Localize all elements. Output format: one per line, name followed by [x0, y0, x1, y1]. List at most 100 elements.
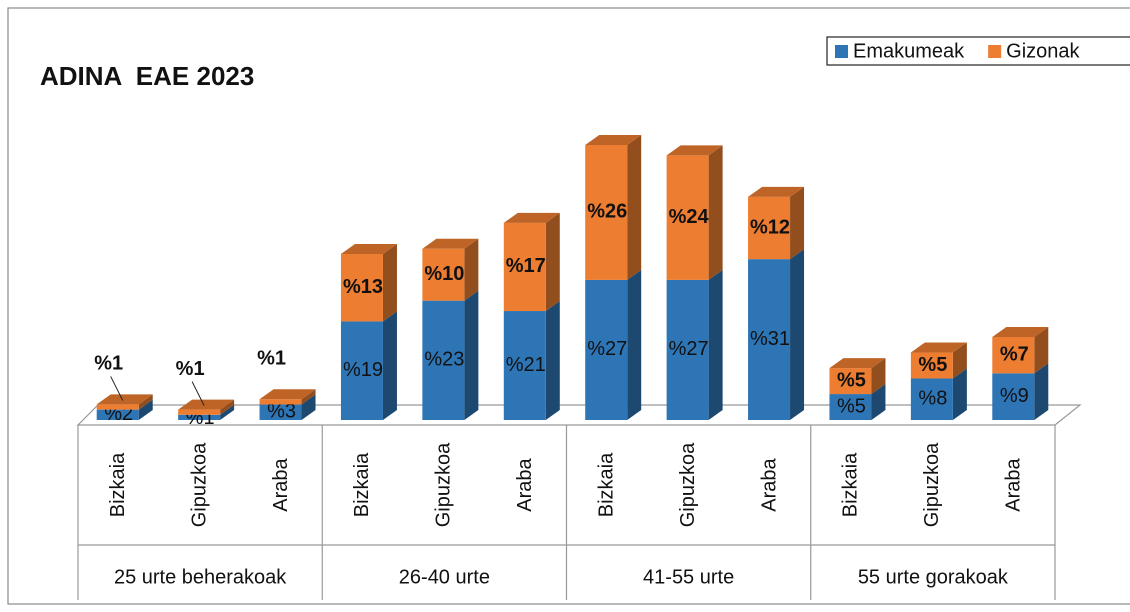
leader-line [110, 376, 124, 401]
bar [340, 321, 383, 420]
bar [259, 404, 302, 420]
bar-side [708, 269, 723, 420]
legend-swatch [835, 45, 848, 58]
data-label: %24 [669, 206, 710, 228]
x-tick-label: Araba [1003, 457, 1025, 511]
x-tick-label: Bizkaia [107, 452, 129, 517]
bar [666, 155, 709, 280]
bar [259, 399, 302, 405]
bar-side [952, 342, 967, 379]
bar-side [1034, 363, 1049, 420]
bar [96, 404, 139, 410]
bar [503, 311, 546, 420]
bar-side [464, 290, 479, 420]
bar-side [1034, 326, 1049, 374]
bar [910, 378, 953, 420]
bar [992, 373, 1035, 420]
bar-side [790, 186, 805, 260]
bar-side [545, 301, 560, 420]
x-tick-label: Gipuzkoa [433, 442, 455, 527]
data-label: %12 [750, 216, 790, 238]
x-tick-label: Gipuzkoa [921, 442, 943, 527]
bar-side [382, 311, 397, 420]
x-tick-label: Araba [270, 457, 292, 511]
group-label: 25 urte beherakoak [114, 566, 287, 588]
data-label: %7 [1000, 343, 1029, 365]
legend-box [826, 36, 1130, 66]
data-label: %23 [424, 349, 464, 371]
data-label: %26 [587, 201, 627, 223]
bar [748, 196, 791, 260]
bar-side [952, 368, 967, 420]
bar [340, 253, 383, 322]
bar-side [708, 145, 723, 280]
bar-top [666, 145, 723, 156]
bar-top [340, 243, 397, 254]
chart-title: ADINA EAE 2023 [40, 61, 254, 91]
x-tick-label: Gipuzkoa [677, 442, 699, 527]
bar-side [790, 249, 805, 420]
data-label: %3 [267, 400, 296, 422]
data-label: %1 [176, 358, 205, 380]
data-label: %8 [918, 388, 947, 410]
group-label: 41-55 urte [643, 566, 734, 588]
bar-side [301, 394, 316, 420]
bar [748, 259, 791, 420]
bar-side [138, 399, 153, 420]
data-label: %5 [918, 354, 947, 376]
bar-top [829, 358, 886, 369]
legend-swatch [988, 45, 1002, 58]
bar-side [382, 243, 397, 322]
x-tick-label: Bizkaia [351, 452, 373, 517]
data-label: %5 [837, 369, 866, 391]
bar [829, 394, 872, 420]
data-label: %13 [343, 276, 383, 298]
bar-side [138, 394, 153, 410]
bar [178, 414, 221, 420]
bar [422, 300, 465, 420]
bar [992, 336, 1035, 374]
bar-side [871, 384, 886, 420]
bar [96, 409, 139, 420]
leader-line [191, 381, 205, 406]
bar-side [301, 389, 316, 405]
bar-side [220, 404, 235, 420]
data-label: %31 [750, 328, 790, 350]
group-label: 55 urte gorakoak [858, 566, 1009, 588]
data-label: %9 [1000, 385, 1029, 407]
bar-top [96, 394, 153, 405]
group-label: 26-40 urte [399, 566, 490, 588]
bar-side [464, 238, 479, 301]
bar [910, 352, 953, 379]
bar-side [627, 269, 642, 420]
bar-side [545, 212, 560, 312]
data-label: %5 [837, 395, 866, 417]
bar-top [748, 186, 805, 197]
data-label: %10 [424, 263, 464, 285]
data-label: %1 [94, 353, 123, 375]
bar-top [910, 342, 967, 353]
data-label: %17 [506, 255, 546, 277]
legend-label: Emakumeak [853, 40, 965, 62]
data-label: %27 [669, 338, 709, 360]
data-label: %27 [587, 338, 627, 360]
x-tick-label: Bizkaia [595, 452, 617, 517]
bar [585, 279, 628, 420]
data-label: %1 [257, 348, 286, 370]
x-tick-label: Araba [758, 457, 780, 511]
data-label: %21 [506, 354, 546, 376]
bar [829, 368, 872, 395]
bar [422, 248, 465, 301]
bar-side [627, 135, 642, 280]
bar-side [871, 358, 886, 395]
x-tick-label: Araba [514, 457, 536, 511]
bar-top [503, 212, 560, 223]
bar [666, 279, 709, 420]
bar [178, 409, 221, 415]
legend-label: Gizonak [1006, 40, 1080, 62]
bar-top [178, 399, 235, 410]
data-label: %19 [343, 359, 383, 381]
bar-top [422, 238, 479, 249]
bar [585, 145, 628, 280]
